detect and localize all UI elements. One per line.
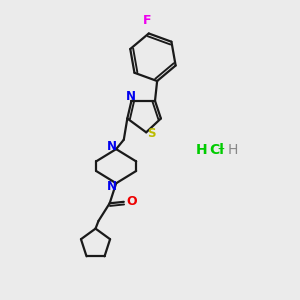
- Text: H: H: [228, 143, 238, 157]
- Text: N: N: [107, 180, 117, 193]
- Text: F: F: [143, 14, 152, 27]
- Text: H: H: [196, 143, 207, 157]
- Text: Cl: Cl: [209, 143, 224, 157]
- Text: O: O: [127, 195, 137, 208]
- Text: N: N: [126, 90, 136, 103]
- Text: N: N: [107, 140, 117, 153]
- Text: –: –: [217, 143, 224, 157]
- Text: S: S: [147, 127, 156, 140]
